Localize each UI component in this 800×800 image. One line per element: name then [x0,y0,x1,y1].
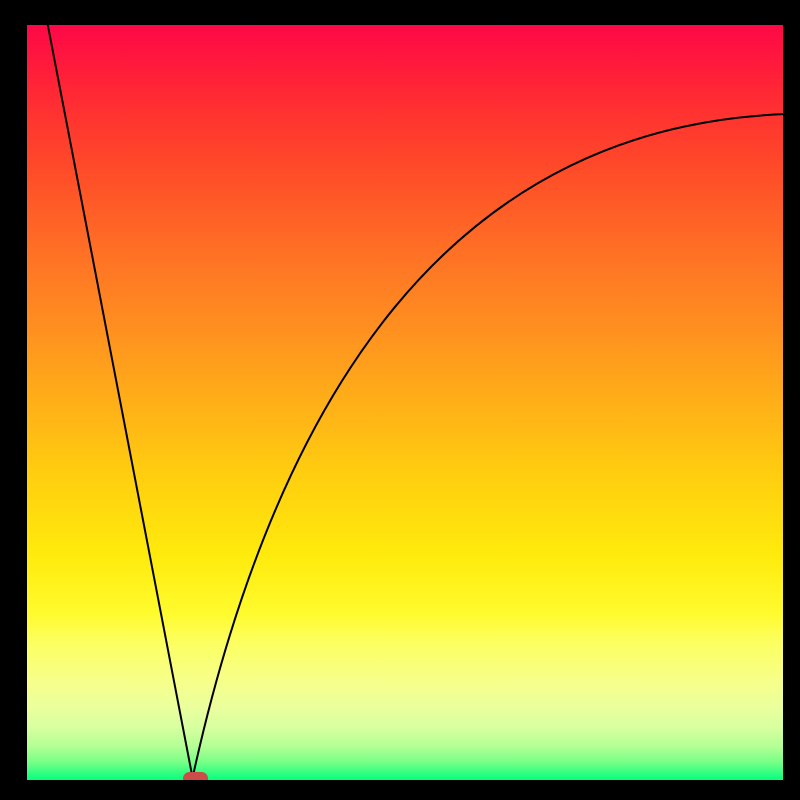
curve-layer [27,25,783,780]
frame-bottom [0,780,800,800]
frame-top [0,0,800,25]
bottleneck-curve [47,25,783,778]
frame-left [0,0,27,800]
chart-root: TheBottleneck.com [0,0,800,800]
dip-marker [183,772,208,780]
frame-right [783,0,800,800]
plot-area [27,25,783,780]
